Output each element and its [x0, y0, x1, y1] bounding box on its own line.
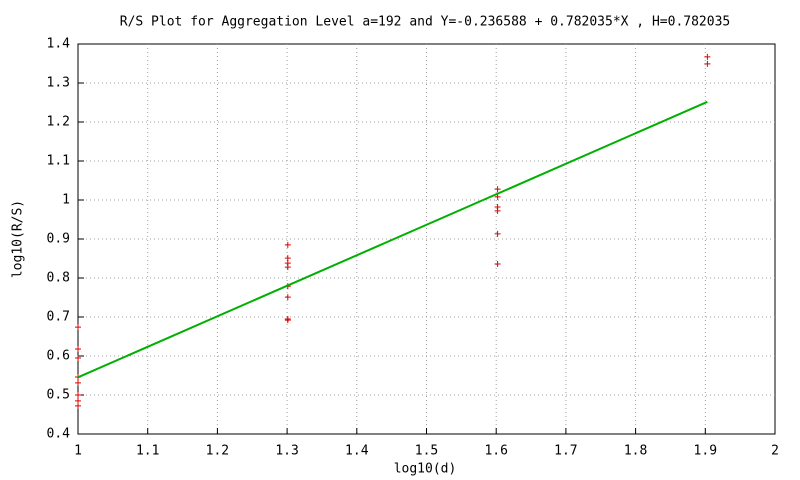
chart-title: R/S Plot for Aggregation Level a=192 and… — [120, 15, 730, 30]
data-point — [75, 379, 81, 386]
x-tick-label: 1 — [74, 444, 82, 459]
data-point — [494, 260, 501, 267]
x-axis-label: log10(d) — [394, 462, 457, 477]
y-tick-label: 1.2 — [47, 115, 70, 130]
data-point — [75, 324, 81, 331]
data-point — [284, 241, 291, 248]
data-point — [284, 255, 291, 262]
data-point — [75, 397, 81, 404]
data-point — [75, 402, 81, 409]
data-point — [284, 264, 291, 271]
x-tick-label: 1.5 — [415, 444, 438, 459]
data-point — [494, 230, 501, 237]
x-tick-label: 1.3 — [275, 444, 298, 459]
x-tick-label: 1.8 — [624, 444, 647, 459]
y-tick-label: 0.8 — [47, 271, 70, 286]
y-tick-label: 0.9 — [47, 232, 70, 247]
data-point — [75, 392, 81, 398]
x-tick-label: 1.4 — [345, 444, 369, 459]
data-point — [75, 354, 81, 361]
x-tick-label: 1.6 — [484, 444, 507, 459]
x-tick-label: 1.7 — [554, 444, 577, 459]
y-tick-label: 0.4 — [47, 427, 71, 442]
fit-line — [77, 100, 708, 379]
y-tick-label: 1 — [62, 193, 70, 208]
data-point — [494, 193, 501, 200]
y-tick-label: 1.1 — [47, 154, 70, 169]
data-point — [494, 207, 501, 214]
y-tick-label: 0.5 — [47, 388, 70, 403]
y-tick-label: 1.3 — [47, 76, 70, 91]
data-point — [284, 294, 291, 301]
y-axis-label: log10(R/S) — [11, 200, 26, 278]
x-tick-label: 1.2 — [206, 444, 229, 459]
x-tick-label: 2 — [771, 444, 779, 459]
data-point — [704, 53, 711, 60]
x-tick-label: 1.9 — [694, 444, 717, 459]
data-point — [704, 60, 711, 67]
y-tick-label: 0.6 — [47, 349, 70, 364]
data-point — [75, 345, 81, 352]
x-tick-label: 1.1 — [136, 444, 159, 459]
data-point — [494, 186, 501, 193]
y-tick-label: 0.7 — [47, 310, 70, 325]
data-point — [284, 317, 291, 324]
y-tick-label: 1.4 — [47, 37, 71, 52]
